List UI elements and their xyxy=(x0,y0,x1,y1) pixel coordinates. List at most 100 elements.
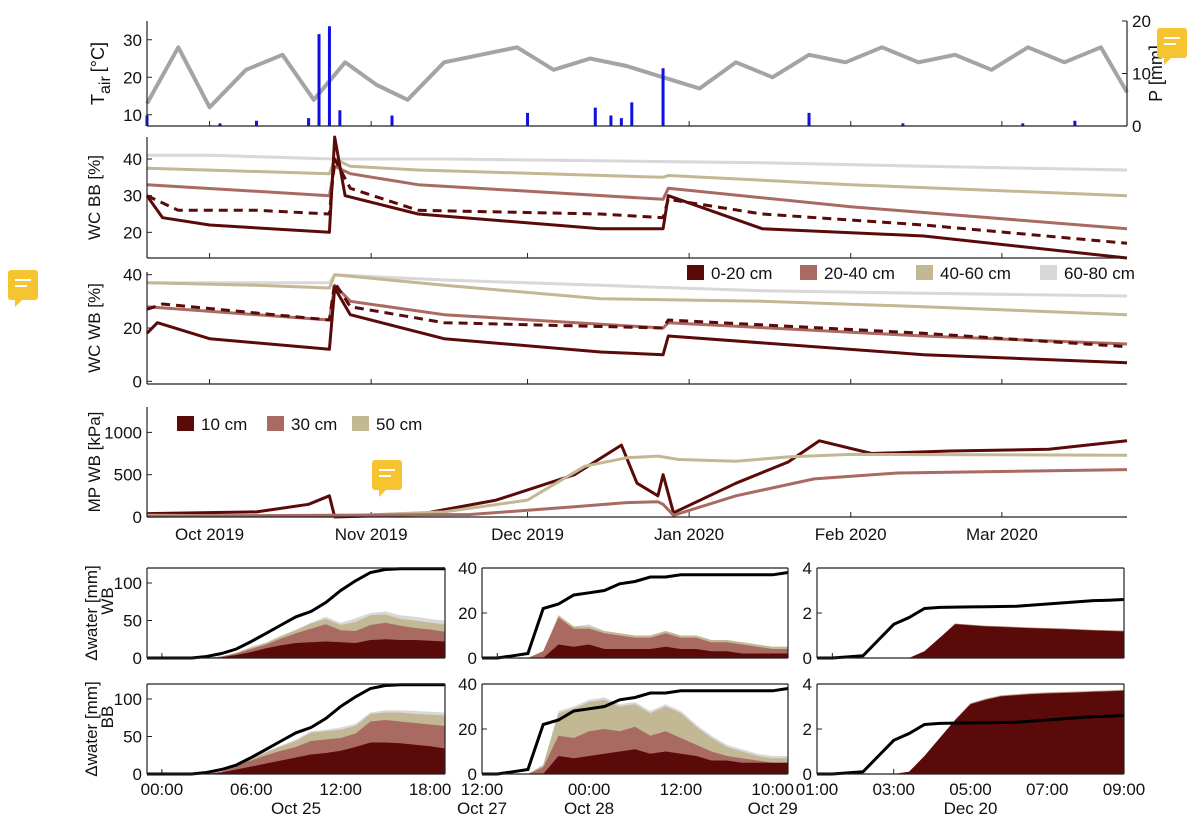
legend-swatch xyxy=(687,265,704,280)
y-right-tick-label: 20 xyxy=(1132,12,1151,31)
x-tick-label: 05:00 xyxy=(949,780,992,799)
series-line-d80 xyxy=(147,273,1128,298)
series-line-cumulative xyxy=(482,571,789,660)
y-tick-label: 40 xyxy=(123,266,142,285)
y-tick-label: 0 xyxy=(468,765,477,784)
series-area-d20 xyxy=(147,742,445,774)
y-tick-label: 2 xyxy=(803,604,812,623)
y-tick-label: 100 xyxy=(114,690,142,709)
legend-label: 10 cm xyxy=(201,415,247,434)
y-tick-label: 20 xyxy=(458,604,477,623)
y-tick-label: 0 xyxy=(803,765,812,784)
x-tick-label: 12:00 xyxy=(660,780,703,799)
x-tick-label: 06:00 xyxy=(230,780,273,799)
y-tick-label: 0 xyxy=(133,765,142,784)
series-line-d10 xyxy=(146,439,1128,519)
y-right-tick-label: 0 xyxy=(1132,117,1141,136)
series-line-cumulative xyxy=(817,714,1125,776)
y-tick-label: 20 xyxy=(123,68,142,87)
legend-label: 20-40 cm xyxy=(824,264,895,283)
series-line-d80 xyxy=(147,153,1128,172)
legend-label: 0-20 cm xyxy=(711,264,772,283)
legend-label: 30 cm xyxy=(291,415,337,434)
x-sub-label: Oct 29 xyxy=(748,799,798,818)
legend-swatch xyxy=(352,416,369,431)
x-tick-label: 07:00 xyxy=(1026,780,1069,799)
y-label-unit: [°C] xyxy=(88,42,108,72)
y-tick-label: 30 xyxy=(123,187,142,206)
y-right-axis-label: P [mm] xyxy=(1146,45,1166,102)
wb-event1-panel: 0 50 100 Δwater [mm]WB xyxy=(82,565,446,668)
y-tick-label: 0 xyxy=(468,649,477,668)
series-area-d20 xyxy=(482,644,788,658)
x-tick-label: Nov 2019 xyxy=(335,525,408,544)
legend-swatch xyxy=(800,265,817,280)
x-sub-label: Oct 25 xyxy=(271,799,321,818)
series-line-d20dash xyxy=(146,157,1128,245)
series-line-cumulative xyxy=(482,687,789,776)
legend: 10 cm 30 cm 50 cm xyxy=(177,415,422,434)
y-tick-label: 0 xyxy=(803,649,812,668)
comment-note-icon[interactable] xyxy=(372,460,402,497)
x-tick-label: Feb 2020 xyxy=(815,525,887,544)
legend: 0-20 cm 20-40 cm 40-60 cm 60-80 cm xyxy=(687,264,1135,283)
comment-note-icon[interactable] xyxy=(8,270,38,307)
x-tick-label: Jan 2020 xyxy=(654,525,724,544)
series-line-d30 xyxy=(146,468,1128,518)
y-tick-label: 40 xyxy=(123,150,142,169)
legend-swatch xyxy=(267,416,284,431)
y-tick-label: 4 xyxy=(803,559,812,578)
y-axis-label: Δwater [mm] xyxy=(82,681,101,776)
y-axis-label: Δwater [mm] xyxy=(82,565,101,660)
y-tick-label: 4 xyxy=(803,675,812,694)
y-label-symbol: T xyxy=(88,94,108,105)
series-line-d60 xyxy=(146,157,1128,198)
x-tick-label: 01:00 xyxy=(796,780,839,799)
y-axis-label: MP WB [kPa] xyxy=(85,412,104,513)
y-axis-sublabel: BB xyxy=(98,706,117,729)
wc-bb-panel: 20 30 40 WC BB [%] xyxy=(85,135,1128,260)
legend-label: 60-80 cm xyxy=(1064,264,1135,283)
y-axis-label: WC WB [%] xyxy=(85,283,104,373)
wb-event2-panel: 0 20 40 xyxy=(458,559,789,668)
y-tick-label: 30 xyxy=(123,31,142,50)
bb-event3-panel: 0 2 4 01:00 03:00 05:00 07:00 09:00 Dec 20 xyxy=(796,675,1146,818)
bb-event2-panel: 0 20 40 12:00 00:00 12:00 10:00 Oct 27 Oct 28 Oct… xyxy=(457,675,798,818)
series-area-d20 xyxy=(817,624,1124,658)
comment-note-icon[interactable] xyxy=(1157,28,1187,65)
y-tick-label: 2 xyxy=(803,720,812,739)
x-sub-label: Oct 27 xyxy=(457,799,507,818)
y-axis-sublabel: WB xyxy=(98,587,117,614)
y-tick-label: 0 xyxy=(133,649,142,668)
wc-wb-panel: 0 20 40 WC WB [%] 0-20 cm 20-40 cm 40-60 cm 60-… xyxy=(85,264,1135,391)
y-label-subscript: air xyxy=(97,76,114,94)
legend-swatch xyxy=(177,416,194,431)
x-tick-label: 18:00 xyxy=(409,780,452,799)
x-sub-label: Oct 28 xyxy=(564,799,614,818)
series-area-d20 xyxy=(482,749,788,774)
mp-wb-panel: 0 500 1000 Oct 2019 Nov 2019 Dec 2019 Jan 2020… xyxy=(85,407,1128,544)
legend-label: 40-60 cm xyxy=(940,264,1011,283)
y-tick-label: 0 xyxy=(133,372,142,391)
series-line-d20dash xyxy=(146,281,1128,349)
y-axis-label: WC BB [%] xyxy=(85,155,104,240)
series-line-d50 xyxy=(146,452,1128,518)
series-line-air xyxy=(145,45,1129,110)
y-tick-label: 0 xyxy=(133,508,142,527)
air-temp-precip-panel: 10 20 30 0 10 20 Tair [°C] P [mm] xyxy=(88,12,1166,136)
x-tick-label: 09:00 xyxy=(1103,780,1146,799)
y-tick-label: 40 xyxy=(458,559,477,578)
x-tick-label: Dec 2019 xyxy=(491,525,564,544)
x-tick-label: 00:00 xyxy=(141,780,184,799)
x-tick-label: 10:00 xyxy=(751,780,794,799)
y-tick-label: 500 xyxy=(114,466,142,485)
y-tick-label: 50 xyxy=(123,612,142,631)
x-tick-label: 03:00 xyxy=(872,780,915,799)
x-tick-label: Oct 2019 xyxy=(175,525,244,544)
y-tick-label: 20 xyxy=(123,319,142,338)
x-tick-label: 12:00 xyxy=(319,780,362,799)
series-area-d20 xyxy=(147,639,445,658)
x-tick-label: Mar 2020 xyxy=(966,525,1038,544)
legend-label: 50 cm xyxy=(376,415,422,434)
y-tick-label: 100 xyxy=(114,574,142,593)
